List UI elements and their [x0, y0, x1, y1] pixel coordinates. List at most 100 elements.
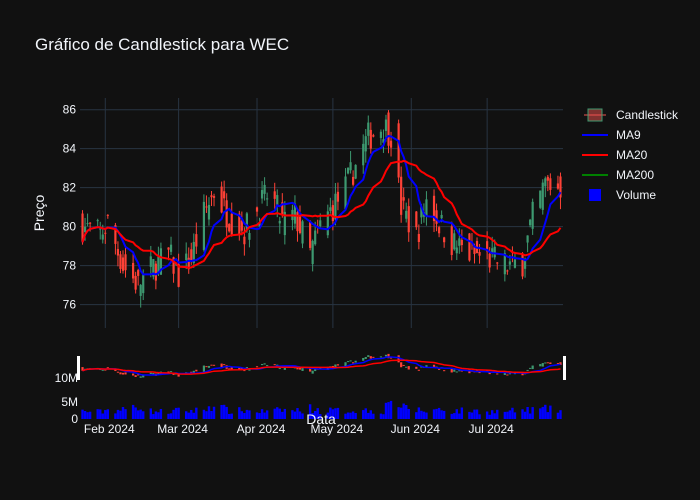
legend-item-volume[interactable]: Volume	[580, 185, 678, 205]
candle-body	[89, 222, 92, 224]
navigator-candle	[104, 369, 107, 371]
candle-body	[531, 201, 534, 229]
candle-body	[367, 122, 370, 136]
navigator-candle	[402, 364, 405, 366]
volume-bar	[334, 408, 337, 419]
volume-bar	[260, 409, 264, 419]
navigator-candle	[134, 375, 137, 377]
volume-bar	[106, 409, 110, 419]
volume-bar	[265, 410, 269, 419]
volume-bar	[83, 411, 87, 419]
candle-body	[137, 270, 140, 276]
candle-body	[301, 221, 304, 244]
volume-bar	[351, 411, 355, 419]
candle-body	[397, 123, 400, 178]
volume-bar	[379, 413, 383, 419]
candle-body	[336, 191, 340, 202]
navigator-candle	[389, 357, 393, 359]
volume-bar	[174, 407, 178, 419]
navigator-candle	[137, 374, 140, 376]
volume-bar	[207, 406, 211, 419]
navigator-candle	[132, 373, 135, 376]
candle-body	[96, 220, 99, 222]
candle-body	[228, 224, 231, 232]
navigator-candle	[177, 373, 180, 377]
legend-item-ma20[interactable]: MA20	[580, 145, 678, 165]
candle-body	[559, 176, 562, 198]
navigator-candle	[263, 363, 266, 365]
candle-body	[331, 205, 334, 222]
navigator-candle	[352, 362, 355, 364]
legend-label-ma9: MA9	[616, 128, 641, 142]
candle-body	[192, 241, 195, 263]
candle-body	[99, 228, 102, 230]
navigator-candle	[400, 362, 403, 368]
x-tick-label: Jul 2024	[468, 422, 514, 436]
volume-bar	[190, 409, 193, 419]
volume-bar	[344, 413, 347, 419]
y-tick-label: 78	[63, 259, 77, 273]
candle-body	[506, 270, 509, 272]
legend-item-candlestick[interactable]: Candlestick	[580, 105, 678, 125]
volume-bar	[521, 409, 524, 419]
candle-body	[223, 191, 226, 199]
candle-body	[314, 230, 317, 245]
x-tick-label: Feb 2024	[84, 422, 135, 436]
candle-body	[243, 236, 246, 245]
navigator-candle	[506, 374, 509, 376]
navigator-candle	[546, 362, 549, 364]
volume-bar	[513, 412, 517, 419]
candle-body	[407, 206, 410, 233]
candle-body	[119, 254, 122, 269]
line-legend-icon	[580, 168, 610, 182]
candle-body	[415, 211, 418, 228]
volume-bar	[435, 408, 438, 419]
legend-item-ma9[interactable]: MA9	[580, 125, 678, 145]
navigator-candle	[311, 370, 314, 374]
volume-bar	[116, 409, 120, 419]
navigator-candle	[415, 366, 418, 369]
candle-body	[172, 257, 175, 274]
candle-body	[478, 252, 481, 256]
volume-bar	[326, 412, 330, 419]
candle-body	[114, 225, 117, 244]
navigator-candle	[116, 371, 120, 373]
volume-bar	[202, 409, 206, 419]
navigator-candle	[362, 357, 365, 361]
volume-bar	[159, 408, 163, 419]
navigator-candle	[417, 369, 420, 371]
volume-bar	[544, 404, 547, 419]
volume-bar	[81, 409, 84, 419]
volume-bar	[415, 412, 418, 419]
candle-body	[493, 246, 496, 258]
legend-item-ma200[interactable]: MA200	[580, 165, 678, 185]
navigator-candle	[301, 368, 304, 371]
candle-body	[159, 248, 163, 275]
volume-bar	[508, 410, 512, 419]
candle-body	[296, 212, 299, 232]
volume-bar	[86, 412, 89, 419]
volume-bar	[131, 404, 135, 419]
candle-body	[245, 213, 249, 231]
candle-body	[362, 143, 365, 166]
navigator-candle	[273, 364, 276, 366]
candle-body	[491, 248, 494, 254]
candle-body	[556, 183, 560, 189]
volume-bar	[157, 412, 160, 419]
candle-body	[440, 214, 443, 219]
navigator-ma9-line	[82, 356, 561, 376]
candle-body	[185, 253, 188, 261]
navigator-candle	[488, 372, 491, 375]
navigator-candle	[243, 370, 246, 372]
volume-bar	[220, 404, 223, 419]
volume-bar	[549, 405, 552, 419]
navigator-candle	[556, 363, 560, 365]
volume-bar	[559, 410, 562, 419]
volume-bar	[460, 407, 464, 419]
candle-body	[334, 193, 337, 220]
candle-body	[187, 257, 190, 270]
candle-body	[212, 196, 216, 198]
navigator-candle	[346, 361, 350, 363]
candle-body	[238, 213, 241, 236]
